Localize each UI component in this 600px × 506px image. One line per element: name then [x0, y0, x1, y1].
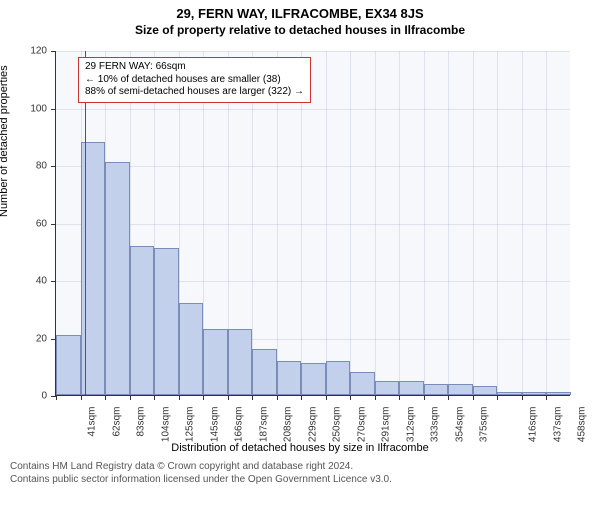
footnote: Contains HM Land Registry data © Crown c…	[10, 460, 590, 486]
y-tick-label: 120	[30, 46, 47, 57]
histogram-bar	[399, 381, 424, 395]
footnote-line1: Contains HM Land Registry data © Crown c…	[10, 460, 590, 473]
x-tick-label: 145sqm	[209, 407, 220, 447]
histogram-bar	[375, 381, 400, 395]
histogram-bar	[350, 372, 375, 395]
histogram-bar	[154, 248, 179, 395]
annotation-line2: ← 10% of detached houses are smaller (38…	[85, 74, 304, 87]
x-tick-label: 187sqm	[258, 407, 269, 447]
x-tick-label: 458sqm	[577, 407, 588, 447]
histogram-bar	[277, 361, 302, 396]
chart-title: Size of property relative to detached ho…	[0, 23, 600, 37]
x-tick-label: 312sqm	[405, 407, 416, 447]
x-tick-label: 354sqm	[454, 407, 465, 447]
x-tick-label: 125sqm	[185, 407, 196, 447]
histogram-bar	[130, 246, 155, 396]
annotation-line1: 29 FERN WAY: 66sqm	[85, 61, 304, 74]
histogram-bar	[228, 329, 253, 395]
page-title: 29, FERN WAY, ILFRACOMBE, EX34 8JS	[0, 6, 600, 21]
x-tick-label: 62sqm	[111, 407, 122, 447]
x-tick-label: 333sqm	[430, 407, 441, 447]
x-tick-label: 250sqm	[332, 407, 343, 447]
x-tick-label: 270sqm	[356, 407, 367, 447]
y-axis-label: Number of detached properties	[0, 65, 10, 217]
histogram-bar	[546, 392, 571, 395]
x-tick-label: 375sqm	[479, 407, 490, 447]
chart-container: 0 20 40 60 80 100 120 29 FERN WAY: 66sqm ← 10%…	[0, 37, 600, 442]
x-tick-label: 291sqm	[381, 407, 392, 447]
histogram-bar	[448, 384, 473, 396]
x-tick-label: 208sqm	[283, 407, 294, 447]
y-tick-label: 40	[36, 276, 47, 287]
x-tick-label: 166sqm	[234, 407, 245, 447]
x-tick-labels: 41sqm62sqm83sqm104sqm125sqm145sqm166sqm1…	[55, 398, 570, 443]
histogram-bar	[326, 361, 351, 396]
x-tick-label: 437sqm	[552, 407, 563, 447]
histogram-bar	[301, 363, 326, 395]
histogram-bar	[252, 349, 277, 395]
histogram-bar	[81, 142, 106, 395]
x-tick-label: 416sqm	[528, 407, 539, 447]
plot-area: 29 FERN WAY: 66sqm ← 10% of detached hou…	[55, 51, 570, 396]
histogram-bar	[522, 392, 547, 395]
histogram-bar	[56, 335, 81, 395]
histogram-bar	[105, 162, 130, 395]
x-tick-label: 41sqm	[87, 407, 98, 447]
y-tick-label: 100	[30, 103, 47, 114]
histogram-bar	[179, 303, 204, 395]
histogram-bar	[473, 386, 498, 395]
y-tick-label: 0	[41, 391, 47, 402]
x-tick-label: 83sqm	[136, 407, 147, 447]
y-tick-label: 20	[36, 333, 47, 344]
histogram-bar	[497, 392, 522, 395]
annotation-line3: 88% of semi-detached houses are larger (…	[85, 86, 304, 99]
x-tick-label: 229sqm	[307, 407, 318, 447]
annotation-box: 29 FERN WAY: 66sqm ← 10% of detached hou…	[78, 57, 311, 103]
histogram-bar	[203, 329, 228, 395]
footnote-line2: Contains public sector information licen…	[10, 473, 590, 486]
histogram-bar	[424, 384, 449, 396]
y-tick-label: 60	[36, 218, 47, 229]
y-tick-label: 80	[36, 161, 47, 172]
x-tick-label: 104sqm	[160, 407, 171, 447]
